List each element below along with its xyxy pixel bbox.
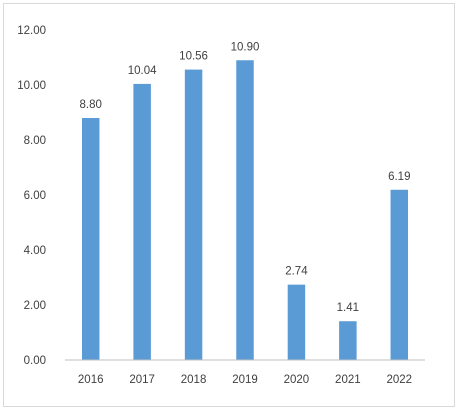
data-label-2019: 10.90 <box>231 41 260 53</box>
data-labels-group: 8.80 10.04 10.56 10.90 2.74 1.41 6.19 <box>80 41 411 314</box>
data-label-2020: 2.74 <box>285 266 308 278</box>
y-tick-label: 12.00 <box>17 25 46 37</box>
x-tick-label-2017: 2017 <box>129 374 155 386</box>
bar-2017 <box>133 83 151 361</box>
data-label-2018: 10.56 <box>179 51 208 63</box>
data-label-2016: 8.80 <box>80 99 102 111</box>
bar-2022 <box>390 189 409 360</box>
y-tick-label: 6.00 <box>24 190 46 202</box>
bar-2018 <box>184 69 203 360</box>
x-tick-label-2020: 2020 <box>284 374 310 386</box>
chart-frame <box>3 3 455 407</box>
x-tick-label-2019: 2019 <box>232 374 258 386</box>
y-tick-label: 8.00 <box>24 135 46 147</box>
x-axis-tick-labels: 2016 2017 2018 2019 2020 2021 2022 <box>78 374 412 386</box>
y-tick-label: 0.00 <box>24 355 46 367</box>
y-axis-tick-labels: 0.00 2.00 4.00 6.00 8.00 10.00 12.00 <box>17 25 46 367</box>
x-tick-label-2022: 2022 <box>386 374 412 386</box>
data-label-2017: 10.04 <box>128 65 157 77</box>
x-tick-label-2016: 2016 <box>78 374 104 386</box>
y-tick-label: 2.00 <box>24 300 46 312</box>
bar-2016 <box>81 118 100 360</box>
bars-group <box>81 60 409 361</box>
data-label-2021: 1.41 <box>337 302 359 314</box>
y-tick-label: 4.00 <box>24 245 46 257</box>
x-tick-label-2021: 2021 <box>335 374 361 386</box>
data-label-2022: 6.19 <box>388 171 410 183</box>
bar-2021 <box>339 321 357 360</box>
x-tick-label-2018: 2018 <box>181 374 207 386</box>
bar-2020 <box>287 284 306 360</box>
y-tick-label: 10.00 <box>17 80 46 92</box>
bar-2019 <box>236 60 254 360</box>
